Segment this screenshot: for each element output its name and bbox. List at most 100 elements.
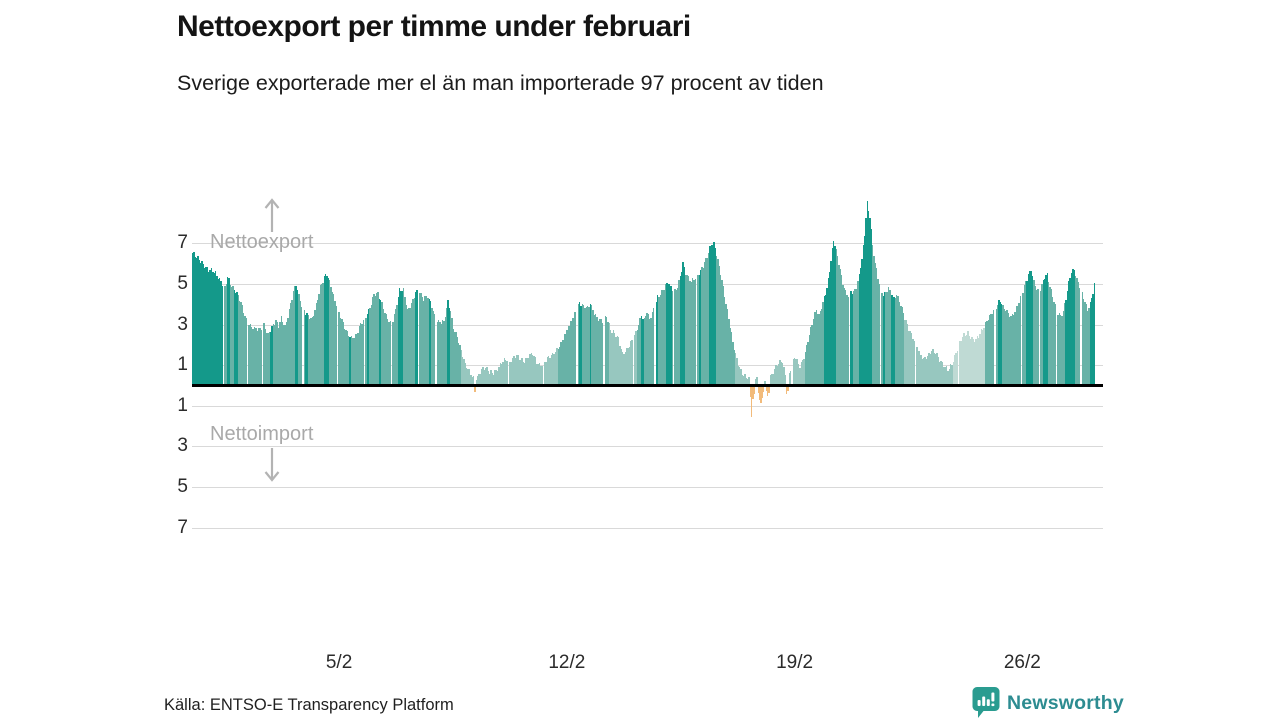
export-bar — [1066, 290, 1069, 384]
arrow-down-icon — [264, 448, 280, 482]
export-bar — [983, 327, 985, 384]
export-bar — [202, 263, 205, 384]
export-bar — [429, 301, 432, 384]
export-bar — [1018, 302, 1020, 384]
export-bar — [288, 308, 291, 384]
export-bar — [389, 321, 391, 384]
y-axis-tick-label: 7 — [177, 516, 188, 538]
export-bar — [228, 278, 230, 384]
export-bar — [730, 332, 733, 384]
export-bar — [415, 291, 417, 384]
export-bar — [1077, 281, 1079, 384]
export-bar — [503, 358, 506, 384]
export-bar — [534, 357, 536, 384]
export-bar — [909, 331, 911, 384]
export-bar — [264, 329, 266, 384]
export-bar — [1002, 304, 1004, 384]
export-bar — [816, 314, 819, 384]
export-bar — [746, 379, 749, 384]
export-bar — [699, 269, 702, 384]
export-bar — [533, 355, 535, 384]
export-bar — [393, 314, 395, 384]
export-bar — [373, 293, 375, 384]
export-bar — [525, 357, 527, 384]
export-bar — [601, 322, 604, 384]
export-bar — [239, 300, 241, 384]
export-bar — [889, 289, 891, 384]
export-bar — [440, 323, 442, 384]
export-bar — [755, 378, 757, 384]
export-bar — [394, 308, 397, 384]
export-bar — [666, 282, 668, 384]
export-bar — [471, 377, 473, 384]
export-bar — [971, 336, 973, 384]
export-bar — [218, 277, 221, 384]
export-bar — [1088, 308, 1090, 384]
export-bar — [904, 319, 906, 384]
export-bar — [936, 353, 938, 384]
export-bar — [257, 328, 260, 384]
export-bar — [454, 332, 456, 384]
y-axis-tick-label: 5 — [177, 273, 188, 294]
export-bar — [1068, 280, 1070, 384]
export-bar — [927, 355, 929, 384]
export-bar — [685, 274, 687, 384]
export-bar — [691, 277, 694, 384]
export-bar — [447, 300, 449, 384]
export-bar — [799, 368, 801, 384]
export-bar — [956, 351, 958, 384]
export-bar — [690, 281, 692, 384]
export-bar — [1054, 303, 1057, 384]
export-bar — [851, 293, 854, 384]
export-bar — [201, 261, 203, 384]
export-bar — [538, 362, 541, 384]
import-bar — [752, 387, 754, 400]
export-bar — [612, 330, 614, 384]
export-bar — [342, 321, 344, 384]
export-bar — [329, 280, 331, 384]
export-bar — [987, 319, 989, 384]
export-bar — [764, 380, 766, 384]
export-bar — [781, 363, 784, 384]
export-bar — [523, 363, 526, 384]
export-bar — [617, 337, 620, 384]
export-bar — [896, 294, 898, 384]
export-bar — [404, 297, 406, 384]
export-bar — [351, 337, 354, 384]
export-bar — [831, 247, 833, 384]
export-bar — [260, 329, 262, 384]
source-credit: Källa: ENTSO-E Transparency Platform — [164, 696, 454, 714]
export-bar — [196, 257, 198, 384]
export-bar — [608, 323, 610, 384]
export-bar — [220, 280, 222, 384]
export-bar — [315, 302, 317, 384]
export-bar — [931, 351, 933, 384]
export-bar — [450, 311, 452, 384]
export-bar — [253, 326, 256, 384]
export-bar — [1046, 272, 1048, 384]
export-bar — [412, 298, 414, 384]
export-bar — [1017, 306, 1019, 384]
export-bar — [616, 336, 618, 384]
export-bar — [1060, 315, 1062, 384]
export-bar — [400, 291, 402, 384]
export-bar — [998, 300, 1000, 384]
export-bar — [1026, 280, 1028, 384]
export-bar — [607, 321, 609, 384]
export-bar — [540, 366, 542, 384]
export-bar — [511, 357, 514, 384]
export-bar — [1072, 268, 1074, 384]
export-bar — [947, 370, 949, 384]
export-bar — [892, 295, 894, 384]
export-bar — [703, 262, 706, 384]
export-bar — [382, 308, 385, 384]
export-bar — [600, 319, 602, 384]
export-bar — [445, 307, 448, 384]
export-bar — [304, 314, 307, 384]
export-bar — [251, 326, 253, 384]
export-bar — [663, 289, 665, 384]
export-bar — [347, 335, 350, 384]
export-bar — [1057, 314, 1059, 384]
export-bar — [252, 329, 254, 384]
export-bar — [740, 368, 742, 384]
